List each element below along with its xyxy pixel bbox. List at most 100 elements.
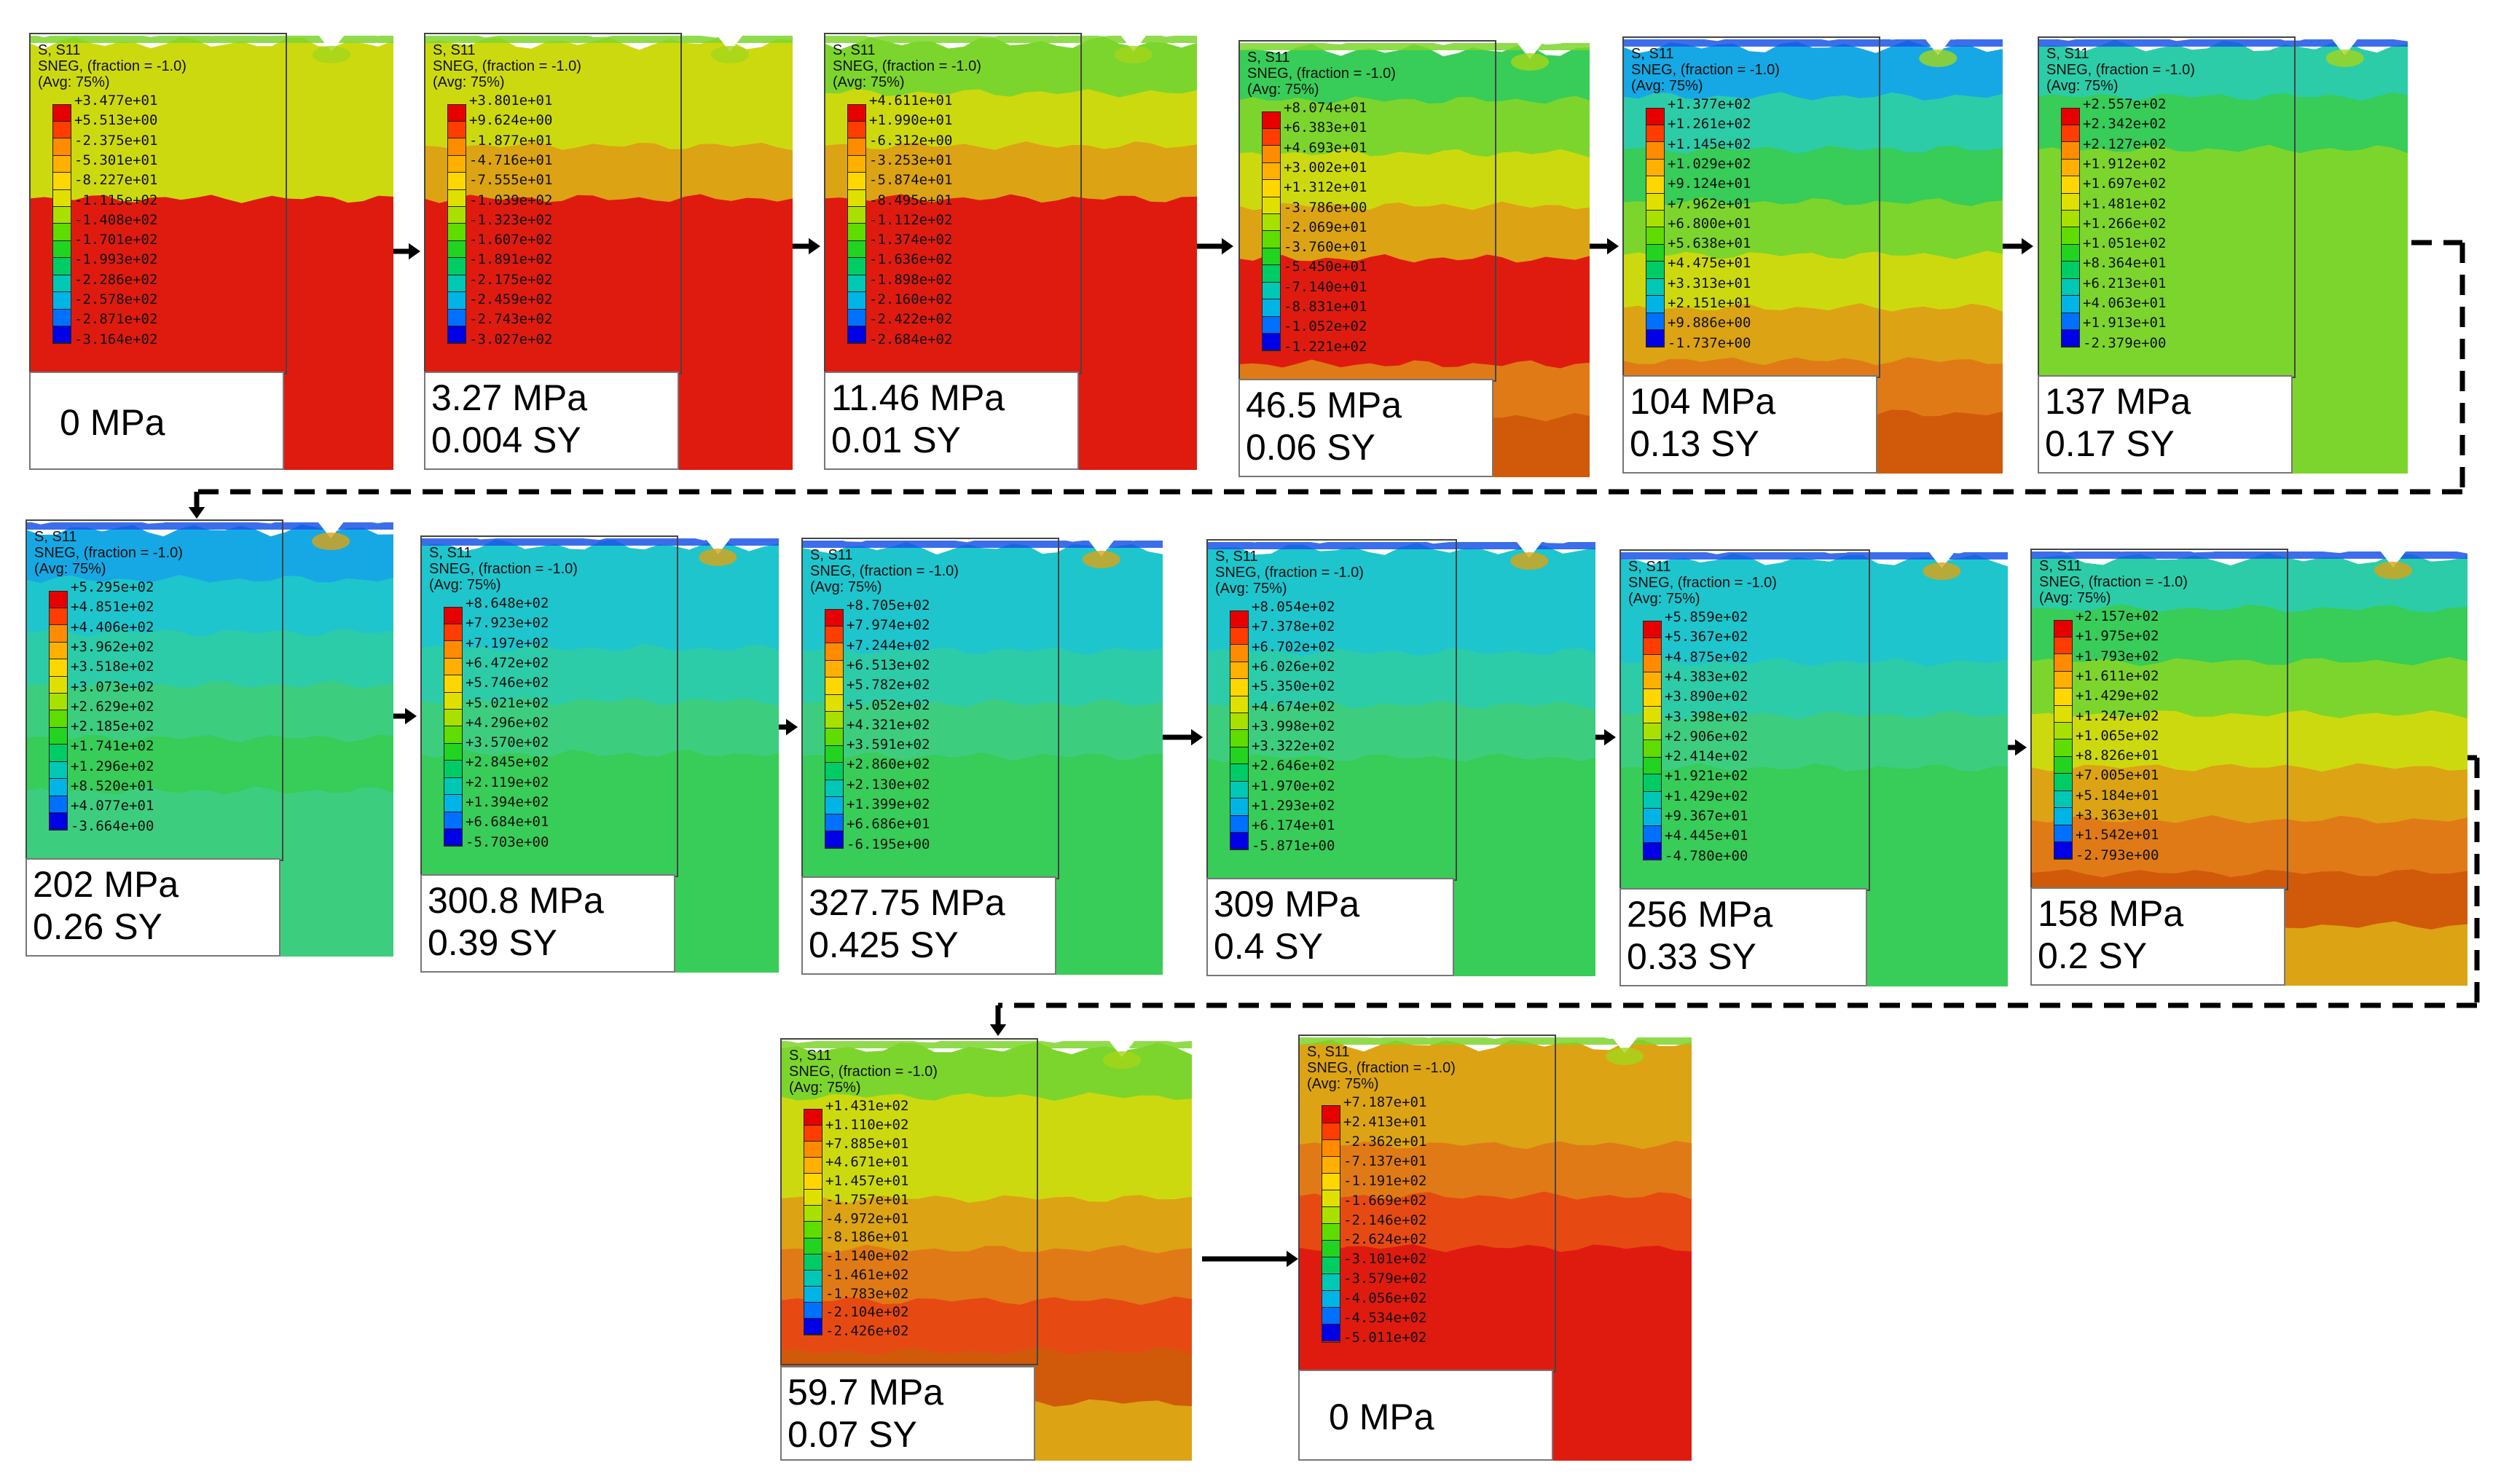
legend-color-swatch: [2062, 176, 2079, 194]
load-stress-label: 327.75 MPa: [809, 882, 1005, 923]
legend-value: +1.110e+02: [825, 1116, 909, 1133]
yield-fraction-label: 0.39 SY: [428, 922, 557, 963]
load-stress-label: 46.5 MPa: [1246, 385, 1402, 425]
legend-color-swatch: [1646, 313, 1664, 330]
legend-color-swatch: [1263, 248, 1280, 266]
load-stress-label: 202 MPa: [33, 864, 179, 905]
legend-color-swatch: [825, 745, 843, 763]
legend-box: S, S11 SNEG, (fraction = -1.0) (Avg: 75%) +…: [1298, 1035, 1556, 1373]
legend-value: -2.578e+02: [74, 291, 158, 308]
legend-color-swatch: [1646, 278, 1664, 297]
legend-value: -1.191e+02: [1343, 1172, 1427, 1189]
legend-color-swatch: [848, 258, 865, 275]
legend-value: +5.350e+02: [1252, 678, 1335, 695]
contour-panel: S, S11 SNEG, (fraction = -1.0) (Avg: 75%) +…: [1206, 539, 1595, 976]
legend-color-swatch: [1322, 1190, 1340, 1207]
legend-value: +1.029e+02: [1668, 155, 1751, 172]
legend-box: S, S11 SNEG, (fraction = -1.0) (Avg: 75%) +…: [1206, 539, 1457, 881]
legend-color-swatch: [1322, 1308, 1340, 1325]
legend-averaging: (Avg: 75%): [429, 577, 501, 593]
legend-color-swatch: [1230, 611, 1248, 629]
legend-color-swatch: [1263, 146, 1280, 163]
legend-color-swatch: [1644, 689, 1661, 707]
legend-color-swatch: [50, 812, 67, 831]
contour-panel: S, S11 SNEG, (fraction = -1.0) (Avg: 75%) +…: [801, 538, 1163, 975]
legend-value: +1.293e+02: [1252, 798, 1335, 814]
surface-notch: [1120, 35, 1147, 52]
legend-value: +1.793e+02: [2076, 648, 2159, 664]
load-caption: 46.5 MPa 0.06 SY: [1238, 379, 1493, 477]
legend-value: +6.513e+02: [847, 656, 930, 673]
legend-section: SNEG, (fraction = -1.0): [429, 561, 578, 577]
arrowhead: [1222, 237, 1233, 255]
legend-box: S, S11 SNEG, (fraction = -1.0) (Avg: 75%) +…: [424, 33, 682, 374]
legend-box: S, S11 SNEG, (fraction = -1.0) (Avg: 75%) +…: [801, 538, 1059, 879]
legend-value: -1.052e+02: [1284, 318, 1367, 335]
surface-notch: [704, 538, 731, 554]
legend-value: -8.227e+01: [74, 172, 158, 189]
legend-box: S, S11 SNEG, (fraction = -1.0) (Avg: 75%) +…: [1619, 549, 1870, 891]
legend-color-swatch: [825, 627, 843, 644]
legend-variable: S, S11: [2039, 558, 2082, 574]
surface-notch: [1611, 1037, 1638, 1053]
legend-box: S, S11 SNEG, (fraction = -1.0) (Avg: 75%) +…: [420, 535, 678, 877]
legend-variable: S, S11: [38, 42, 81, 58]
legend-averaging: (Avg: 75%): [2039, 590, 2111, 606]
legend-color-swatch: [804, 1254, 822, 1271]
load-stress-label: 309 MPa: [1214, 884, 1360, 924]
legend-value: +2.342e+02: [2083, 116, 2167, 133]
load-caption: 256 MPa 0.33 SY: [1619, 888, 1867, 986]
arrowhead: [786, 718, 798, 736]
legend-value: -3.786e+00: [1284, 199, 1367, 216]
load-caption: 59.7 MPa 0.07 SY: [780, 1366, 1035, 1461]
legend-value: +8.364e+01: [2083, 255, 2167, 272]
legend-color-swatch: [50, 608, 67, 626]
legend-value: +6.800e+01: [1668, 215, 1751, 232]
legend-value: +1.312e+01: [1284, 179, 1367, 196]
legend-section: SNEG, (fraction = -1.0): [433, 58, 581, 74]
legend-value: -5.874e+01: [869, 172, 953, 189]
legend-color-swatch: [2054, 808, 2072, 825]
legend-color-swatch: [1322, 1257, 1340, 1275]
legend-color-swatch: [2054, 723, 2072, 740]
surface-notch: [318, 35, 345, 52]
legend-color-bar: [444, 606, 463, 847]
surface-notch: [2331, 39, 2358, 55]
legend-value: +1.247e+02: [2076, 707, 2159, 724]
legend-variable: S, S11: [1247, 50, 1290, 66]
legend-value: -1.039e+02: [469, 192, 553, 208]
legend-color-swatch: [2054, 688, 2072, 706]
legend-color-swatch: [804, 1270, 822, 1287]
load-stress-label: 0 MPa: [1329, 1396, 1434, 1437]
legend-value: +8.705e+02: [847, 597, 930, 613]
legend-color-bar: [1643, 620, 1662, 861]
legend-color-swatch: [50, 642, 67, 660]
legend-color-swatch: [848, 292, 865, 310]
legend-variable: S, S11: [810, 547, 853, 563]
legend-color-swatch: [2054, 671, 2072, 689]
legend-value: +4.406e+02: [71, 619, 154, 635]
legend-color-swatch: [444, 812, 462, 829]
legend-color-swatch: [448, 326, 466, 344]
legend-color-bar: [847, 103, 866, 345]
legend-value: +7.378e+02: [1252, 619, 1335, 635]
legend-color-swatch: [804, 1302, 822, 1319]
yield-fraction-label: 0.01 SY: [831, 420, 961, 460]
legend-value: +4.077e+01: [71, 798, 154, 814]
legend-color-swatch: [1230, 661, 1248, 680]
legend-value: -4.534e+02: [1343, 1310, 1427, 1327]
legend-value: +7.962e+01: [1668, 195, 1751, 212]
legend-value: -1.408e+02: [74, 211, 158, 228]
legend-value: +3.570e+02: [466, 734, 549, 751]
legend-value: -1.993e+02: [74, 251, 158, 268]
contour-panel: S, S11 SNEG, (fraction = -1.0) (Avg: 75%) +…: [1619, 549, 2008, 986]
legend-value: +9.624e+00: [469, 112, 553, 129]
legend-value: +2.860e+02: [847, 756, 930, 773]
legend-color-swatch: [1646, 108, 1664, 126]
legend-color-swatch: [1230, 696, 1248, 714]
legend-color-swatch: [444, 761, 462, 778]
legend-value: +5.746e+02: [466, 675, 549, 691]
legend-value: +3.073e+02: [71, 678, 154, 695]
legend-color-swatch: [825, 814, 843, 831]
notch-stress-concentration: [1511, 53, 1550, 71]
